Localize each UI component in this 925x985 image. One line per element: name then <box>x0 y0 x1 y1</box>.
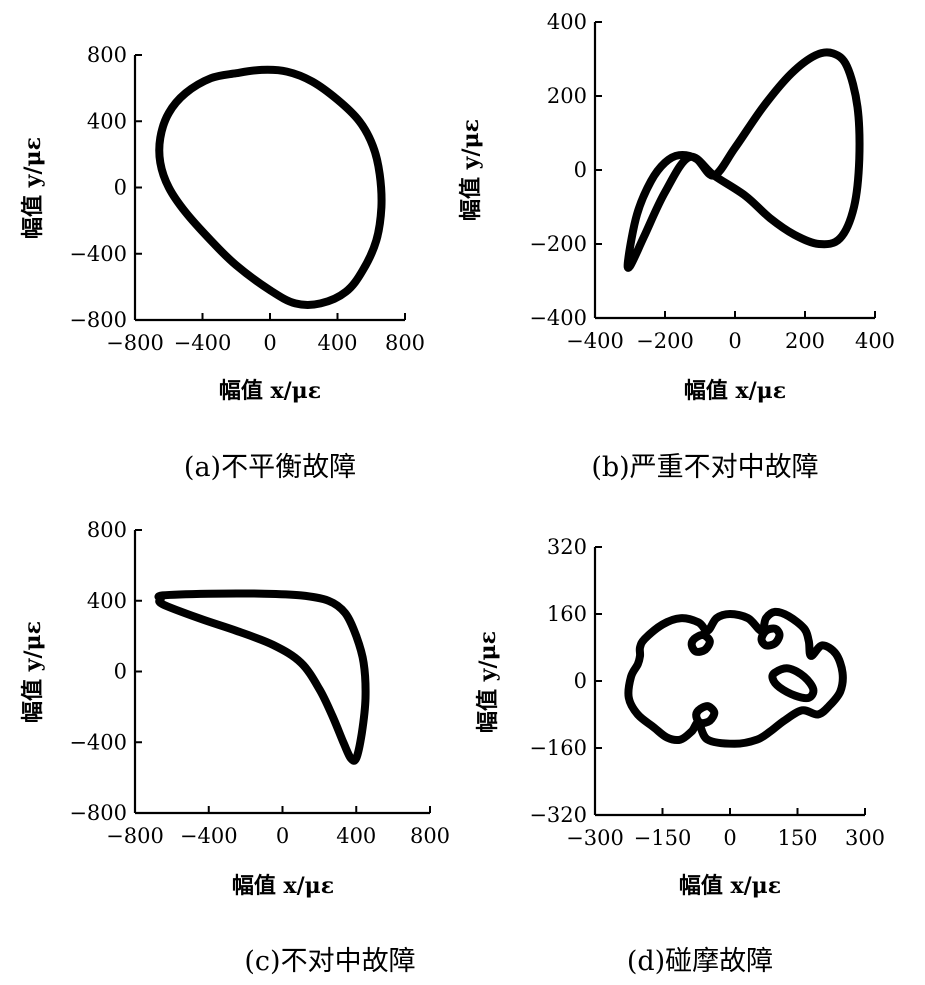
orbit-series-4 <box>768 664 818 703</box>
x-tick-label: −200 <box>636 329 694 353</box>
orbit-series-5 <box>692 702 719 728</box>
x-tick-label: −400 <box>566 329 624 353</box>
x-tick-label: 150 <box>777 826 817 850</box>
panel-d: (d)碰摩故障 −300 −150 0 150 300 −320 −160 0 160 320 幅值… <box>475 535 885 977</box>
caption-b: (b)严重不对中故障 <box>591 452 818 483</box>
y-axis-title: 幅值 y/με <box>20 621 46 723</box>
y-tick-label: 400 <box>87 109 127 133</box>
x-axis-title: 幅值 x/με <box>232 873 334 899</box>
orbit-series-2 <box>687 630 714 656</box>
x-tick-label: 400 <box>855 329 895 353</box>
x-axis-title: 幅值 x/με <box>679 873 781 899</box>
x-axis-title: 幅值 x/με <box>684 378 786 404</box>
x-tick-label: −800 <box>106 824 164 848</box>
y-tick-label: 200 <box>547 84 587 108</box>
x-tick-label: −800 <box>106 331 164 355</box>
x-tick-label: 0 <box>723 826 736 850</box>
x-tick-label: 0 <box>276 824 289 848</box>
x-tick-label: −300 <box>566 826 624 850</box>
y-tick-label: 0 <box>114 660 127 684</box>
y-tick-label: −400 <box>69 730 127 754</box>
orbit-series-1 <box>624 607 847 748</box>
y-tick-label: −160 <box>529 736 587 760</box>
panel-c: (c)不对中故障 −800 −400 0 400 800 −800 −400 0 400 800 幅… <box>20 518 450 977</box>
x-axis-title: 幅值 x/με <box>219 378 321 404</box>
y-tick-label: 800 <box>87 518 127 542</box>
x-tick-label: 0 <box>263 331 276 355</box>
y-axis-title: 幅值 y/με <box>458 119 484 221</box>
y-tick-label: 800 <box>87 43 127 67</box>
y-tick-label: 400 <box>87 589 127 613</box>
panel-b: (b)严重不对中故障 −400 −200 0 200 400 −400 −200 0 200 40… <box>458 10 895 483</box>
caption-a: (a)不平衡故障 <box>184 452 356 483</box>
y-tick-label: 0 <box>574 158 587 182</box>
x-tick-label: 0 <box>728 329 741 353</box>
orbit-series-3 <box>757 624 784 650</box>
y-axis-title: 幅值 y/με <box>20 137 46 239</box>
caption-c: (c)不对中故障 <box>244 946 415 977</box>
y-tick-label: −200 <box>529 232 587 256</box>
x-tick-label: 200 <box>785 329 825 353</box>
x-tick-label: −400 <box>180 824 238 848</box>
x-tick-label: 300 <box>845 826 885 850</box>
y-axis-title: 幅值 y/με <box>475 631 501 733</box>
x-tick-label: 800 <box>410 824 450 848</box>
orbit-series-1 <box>155 65 386 309</box>
y-tick-label: −400 <box>69 242 127 266</box>
y-tick-label: 320 <box>547 535 587 559</box>
panel-a: (a)不平衡故障 −800 −400 0 400 800 −800 −400 0 400 800 幅… <box>20 43 425 483</box>
y-tick-label: 0 <box>574 669 587 693</box>
orbit-series-1 <box>623 48 864 272</box>
x-tick-label: 800 <box>385 331 425 355</box>
caption-d: (d)碰摩故障 <box>627 946 773 977</box>
x-tick-label: −400 <box>174 331 232 355</box>
y-tick-label: −400 <box>529 306 587 330</box>
x-tick-label: 400 <box>336 824 376 848</box>
y-tick-label: 0 <box>114 176 127 200</box>
x-tick-label: 400 <box>317 331 357 355</box>
y-tick-label: −320 <box>529 803 587 827</box>
x-tick-label: −150 <box>634 826 692 850</box>
y-tick-label: −800 <box>69 801 127 825</box>
orbit-series-1 <box>154 589 370 765</box>
y-tick-label: −800 <box>69 308 127 332</box>
y-tick-label: 400 <box>547 10 587 34</box>
y-tick-label: 160 <box>547 602 587 626</box>
